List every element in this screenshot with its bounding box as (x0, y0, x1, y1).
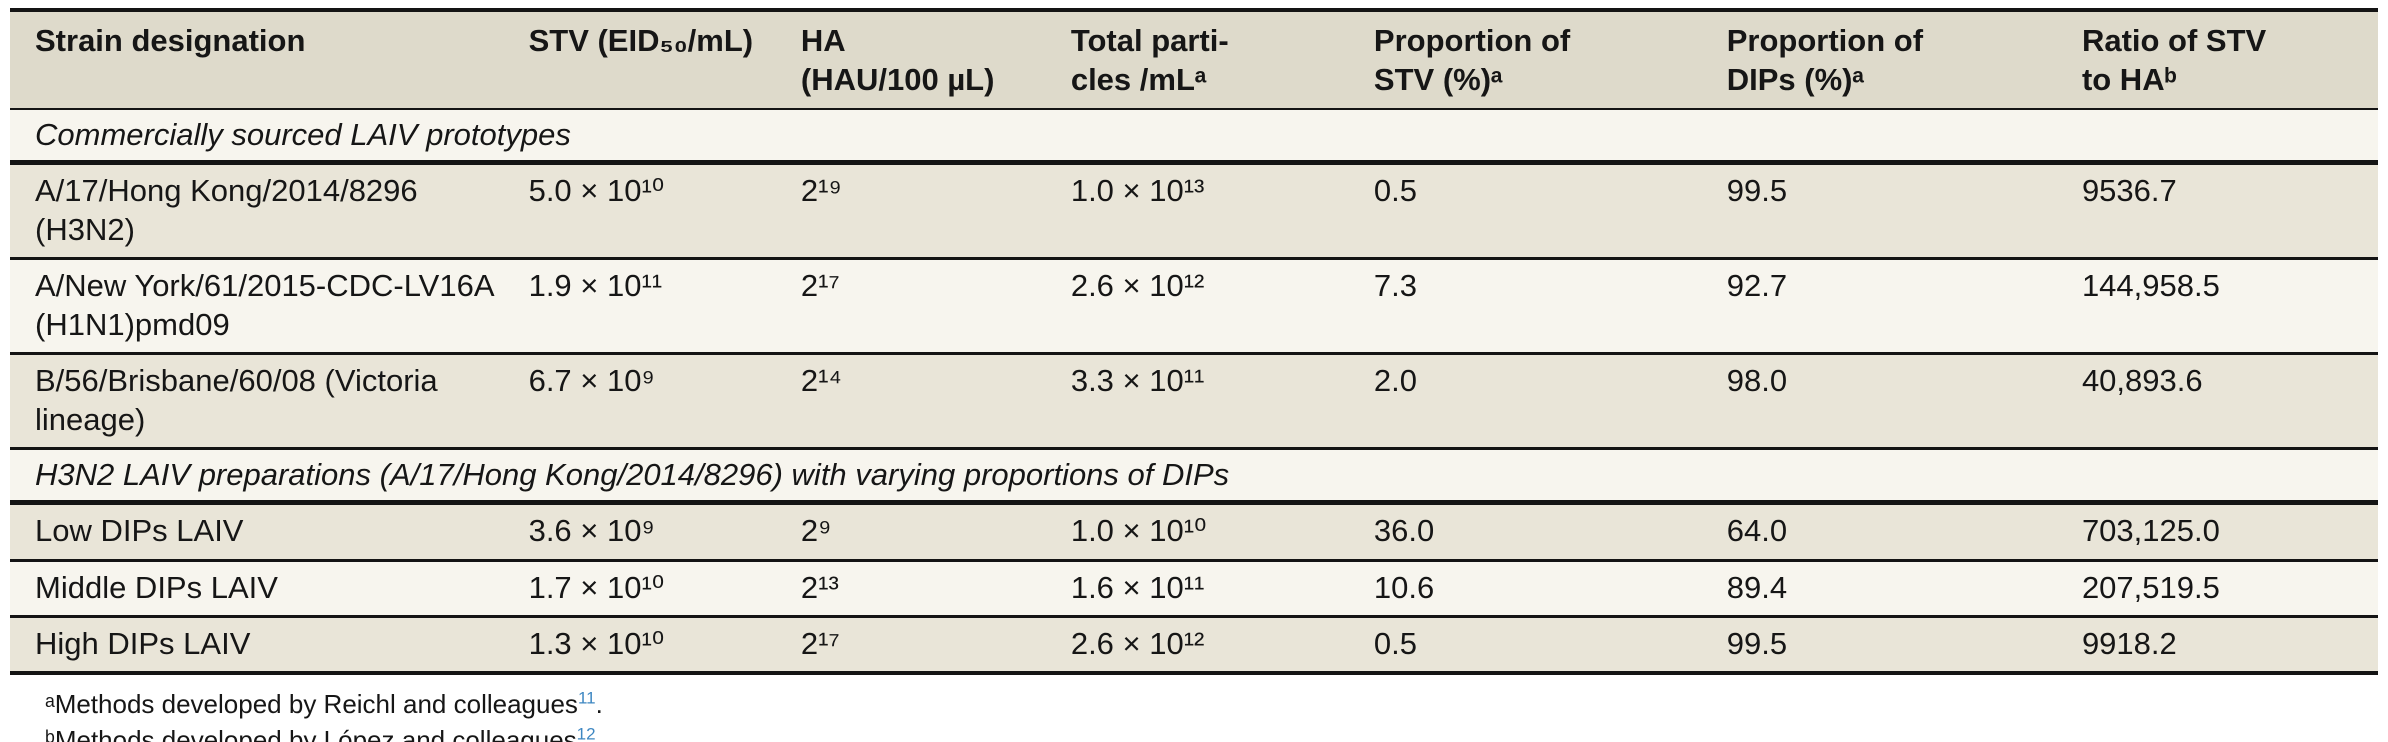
footnote-period: . (595, 688, 603, 719)
citation-ref-link[interactable]: 12 (576, 724, 596, 742)
value-cell: 2.0 (1373, 353, 1727, 451)
value-cell: 2.6 × 10¹² (1070, 258, 1374, 356)
citation-ref-link[interactable]: 11 (577, 687, 596, 707)
value-cell: 1.6 × 10¹¹ (1070, 560, 1374, 618)
value-cell: 2.6 × 10¹² (1070, 616, 1374, 675)
section-header-label: H3N2 LAIV preparations (A/17/Hong Kong/2… (10, 448, 2378, 506)
value-cell: 9918.2 (2081, 616, 2378, 675)
value-cell: 89.4 (1726, 560, 2082, 618)
value-cell: 10.6 (1373, 560, 1727, 618)
data-table: Strain designation STV (EID₅₀/mL) HA (HAU/… (10, 8, 2378, 675)
strain-designation-cell: Low DIPs LAIV (10, 502, 529, 562)
strain-designation-cell: A/New York/61/2015-CDC-LV16A (H1N1)pmd09 (10, 258, 529, 356)
value-cell: 36.0 (1373, 502, 1727, 562)
value-cell: 1.0 × 10¹³ (1070, 162, 1374, 261)
value-cell: 6.7 × 10⁹ (528, 353, 801, 451)
footnote-marker: ᵃ (45, 688, 55, 719)
value-cell: 2¹⁴ (800, 353, 1071, 451)
value-cell: 2¹³ (800, 560, 1071, 618)
column-header: Proportion of DIPs (%)ᵃ (1726, 10, 2082, 111)
value-cell: 2⁹ (800, 502, 1071, 562)
value-cell: 0.5 (1373, 162, 1727, 261)
footnotes: ᵃMethods developed by Reichl and colleag… (45, 687, 2378, 742)
value-cell: 1.9 × 10¹¹ (528, 258, 801, 356)
column-header: Proportion of STV (%)ᵃ (1373, 10, 1727, 111)
value-cell: 9536.7 (2081, 162, 2378, 261)
section-header-label: Commercially sourced LAIV prototypes (10, 109, 2378, 166)
strain-designation-cell: Middle DIPs LAIV (10, 560, 529, 618)
section-header-row: H3N2 LAIV preparations (A/17/Hong Kong/2… (10, 448, 2378, 506)
table-row: B/56/Brisbane/60/08 (Victoria lineage) 6.… (10, 353, 2378, 451)
table-body: Commercially sourced LAIV prototypes A/17… (10, 109, 2378, 675)
table-header-row: Strain designation STV (EID₅₀/mL) HA (HAU/… (10, 10, 2378, 111)
value-cell: 99.5 (1726, 616, 2082, 675)
table-row: Middle DIPs LAIV 1.7 × 10¹⁰ 2¹³ 1.6 × 10¹¹ 1… (10, 560, 2378, 618)
footnote-text: Methods developed by Reichl and colleagu… (54, 688, 578, 719)
value-cell: 5.0 × 10¹⁰ (528, 162, 801, 261)
footnote-marker: ᵇ (45, 724, 55, 742)
column-header: Ratio of STV to HAᵇ (2081, 10, 2378, 111)
section-header-row: Commercially sourced LAIV prototypes (10, 109, 2378, 166)
value-cell: 3.6 × 10⁹ (528, 502, 801, 562)
column-header: HA (HAU/100 µL) (800, 10, 1071, 111)
value-cell: 40,893.6 (2081, 353, 2378, 451)
footnote-period: . (595, 724, 603, 742)
value-cell: 3.3 × 10¹¹ (1070, 353, 1374, 451)
value-cell: 99.5 (1726, 162, 2082, 261)
column-header: STV (EID₅₀/mL) (528, 10, 801, 111)
value-cell: 7.3 (1373, 258, 1727, 356)
value-cell: 64.0 (1726, 502, 2082, 562)
table-row: Low DIPs LAIV 3.6 × 10⁹ 2⁹ 1.0 × 10¹⁰ 36.0 64… (10, 502, 2378, 562)
value-cell: 144,958.5 (2081, 258, 2378, 356)
table-header: Strain designation STV (EID₅₀/mL) HA (HAU/… (10, 10, 2378, 111)
table-row: A/New York/61/2015-CDC-LV16A (H1N1)pmd09… (10, 258, 2378, 356)
strain-designation-cell: A/17/Hong Kong/2014/8296 (H3N2) (10, 162, 529, 261)
value-cell: 703,125.0 (2081, 502, 2378, 562)
value-cell: 1.3 × 10¹⁰ (528, 616, 801, 675)
strain-designation-cell: High DIPs LAIV (10, 616, 529, 675)
strain-designation-cell: B/56/Brisbane/60/08 (Victoria lineage) (10, 353, 529, 451)
value-cell: 98.0 (1726, 353, 2082, 451)
value-cell: 1.0 × 10¹⁰ (1070, 502, 1374, 562)
column-header: Strain designation (10, 10, 529, 111)
value-cell: 207,519.5 (2081, 560, 2378, 618)
table-row: High DIPs LAIV 1.3 × 10¹⁰ 2¹⁷ 2.6 × 10¹² 0.5… (10, 616, 2378, 675)
footnote: ᵃMethods developed by Reichl and colleag… (45, 687, 2378, 721)
column-header: Total parti- cles /mLᵃ (1070, 10, 1374, 111)
footnote-text: Methods developed by López and colleague… (54, 724, 577, 742)
value-cell: 1.7 × 10¹⁰ (528, 560, 801, 618)
value-cell: 2¹⁹ (800, 162, 1071, 261)
value-cell: 92.7 (1726, 258, 2082, 356)
value-cell: 0.5 (1373, 616, 1727, 675)
table-row: A/17/Hong Kong/2014/8296 (H3N2) 5.0 × 10¹… (10, 162, 2378, 261)
value-cell: 2¹⁷ (800, 616, 1071, 675)
value-cell: 2¹⁷ (800, 258, 1071, 356)
footnote: ᵇMethods developed by López and colleagu… (45, 723, 2378, 742)
